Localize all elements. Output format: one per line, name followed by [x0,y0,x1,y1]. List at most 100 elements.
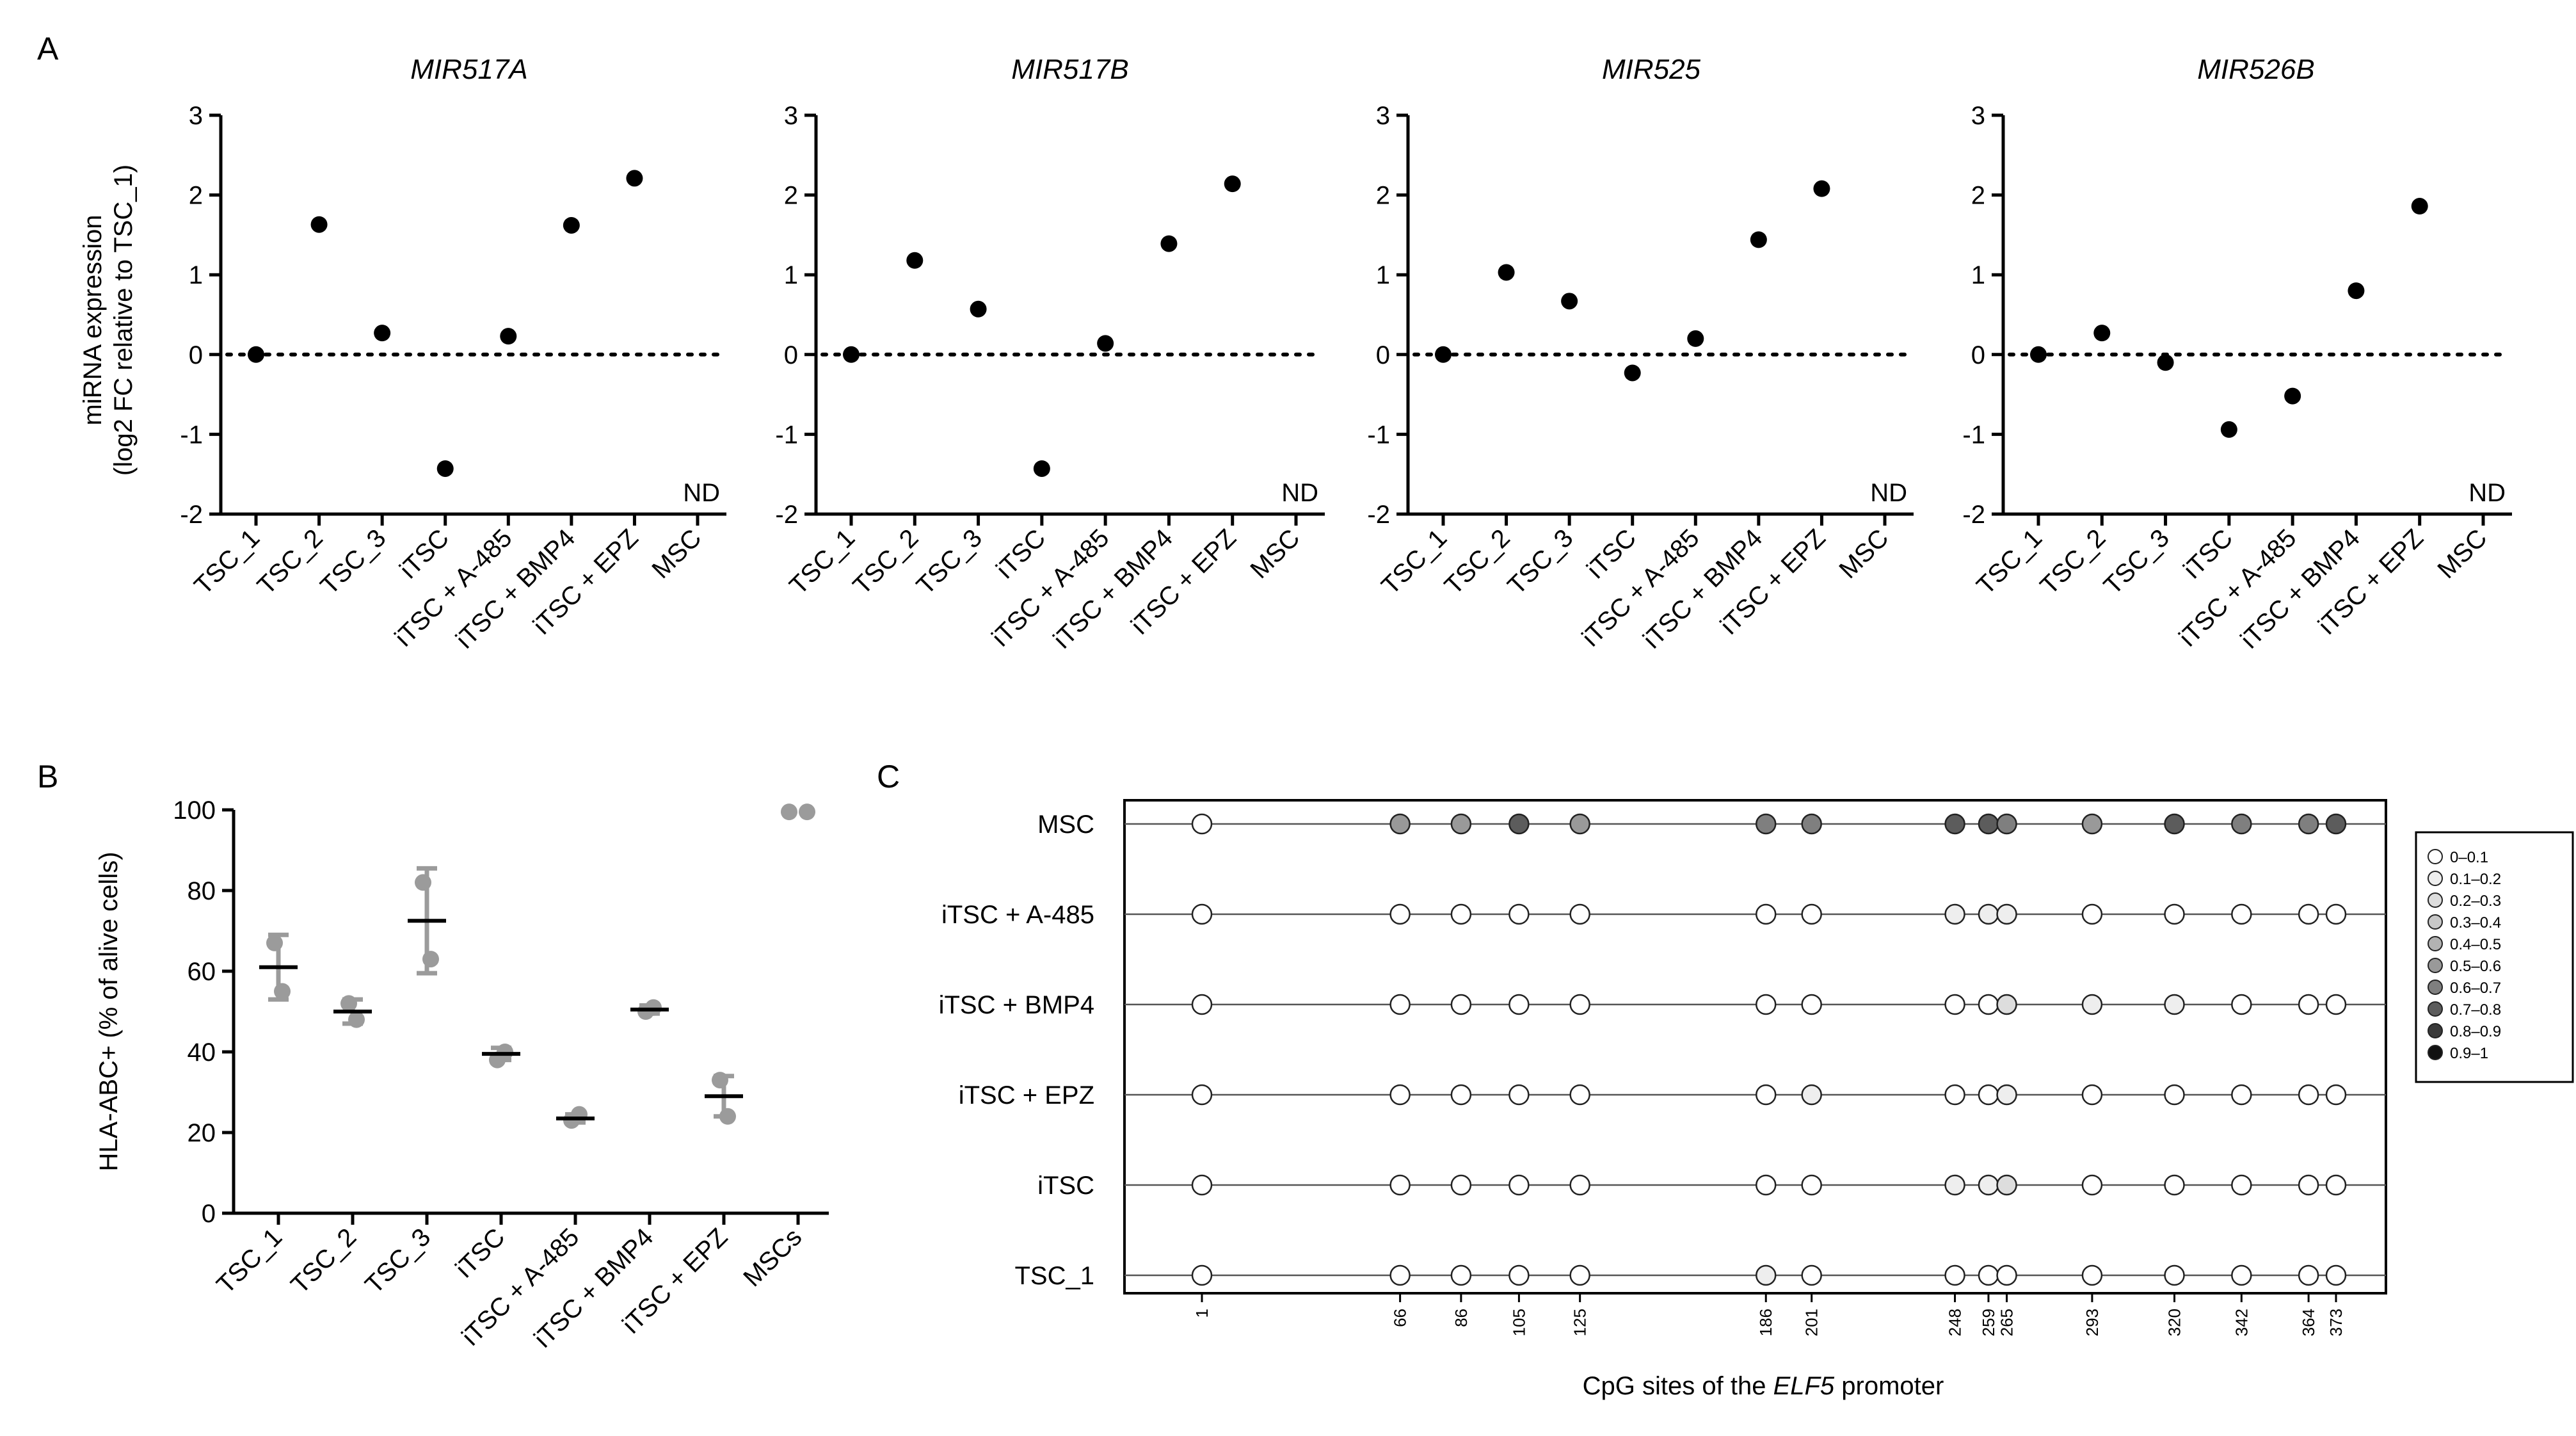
y-tick-label: 20 [188,1119,216,1147]
legend-label: 0.1–0.2 [2450,871,2501,888]
row-label: iTSC + BMP4 [939,991,1094,1019]
cpg-methylation-dot [1801,994,1822,1015]
x-tick-label: iTSC [450,1223,510,1283]
cpg-site-label: 259 [1979,1309,1998,1336]
data-point [843,346,860,363]
legend-swatch [2428,1023,2443,1038]
cpg-methylation-dot [1944,1264,1965,1286]
cpg-methylation-dot [1191,1174,1213,1196]
cpg-methylation-dot [2325,994,2347,1015]
x-tick-label: TSC_2 [252,524,328,600]
y-tick-label: 80 [188,877,216,905]
panel-a-ylabel: miRNA expression (log2 FC relative to TS… [79,165,138,476]
cpg-methylation-dot [1801,1174,1822,1196]
x-tick-label: TSC_3 [360,1223,436,1299]
y-tick-label: 0 [189,341,203,369]
data-point [2348,282,2365,300]
legend-swatch [2428,849,2443,864]
cpg-methylation-dot [2298,1174,2319,1196]
y-tick-label: 60 [188,958,216,986]
legend-label: 0.8–0.9 [2450,1023,2501,1040]
data-point [310,216,328,233]
cpg-methylation-dot [1801,1264,1822,1286]
cpg-methylation-dot [1978,813,1999,835]
cpg-methylation-dot [1978,1174,1999,1196]
cpg-methylation-dot [1569,1084,1590,1106]
y-tick-label: -2 [180,501,203,529]
cpg-methylation-dot [1978,1084,1999,1106]
cpg-methylation-dot [1569,813,1590,835]
y-tick-label: 0 [202,1200,216,1228]
cpg-site-label: 373 [2326,1309,2346,1336]
cpg-methylation-dot [1450,813,1472,835]
y-tick-label: 3 [1376,102,1390,130]
cpg-methylation-dot [1801,903,1822,925]
cpg-site-label: 201 [1802,1309,1821,1336]
cpg-methylation-dot [1801,1084,1822,1106]
data-point [500,328,517,345]
data-point [2157,354,2174,371]
legend-label: 0.6–0.7 [2450,980,2501,997]
row-label: iTSC + A-485 [941,901,1094,929]
data-point [799,803,815,821]
cpg-methylation-dot [1191,813,1213,835]
x-tick-label: MSC [2432,524,2492,584]
cpg-methylation-dot [1389,1264,1411,1286]
x-tick-label: TSC_1 [189,524,265,600]
cpg-methylation-dot [1191,903,1213,925]
y-tick-label: 2 [1971,182,1985,210]
cpg-methylation-dot [1944,1174,1965,1196]
data-point [497,1044,513,1060]
chart-title: MIR526B [2197,54,2314,85]
cpg-site-label: 86 [1452,1309,1471,1327]
y-tick-label: 2 [784,182,798,210]
cpg-methylation-dot [1801,813,1822,835]
data-point [1033,460,1050,477]
cpg-methylation-dot [2298,813,2319,835]
cpg-methylation-dot [1389,1174,1411,1196]
x-tick-label: iTSC [2178,524,2238,584]
legend-swatch [2428,871,2443,886]
cpg-methylation-dot [1996,994,2017,1015]
cpg-site-label: 248 [1946,1309,1965,1336]
cpg-methylation-dot [1450,903,1472,925]
data-point [1750,231,1767,248]
cpg-methylation-dot [1508,1264,1530,1286]
data-point [2030,346,2047,363]
data-point [906,252,924,269]
cpg-methylation-dot [1978,1264,1999,1286]
data-point [266,934,283,951]
cpg-methylation-dot [1569,994,1590,1015]
x-axis-label-gene: ELF5 [1773,1372,1835,1400]
data-point [1224,175,1241,193]
y-tick-label: 1 [1971,261,1985,289]
cpg-site-label: 105 [1509,1309,1528,1336]
chart-title: MIR517A [410,54,527,85]
cpg-methylation-dot [2164,1174,2185,1196]
cpg-methylation-dot [1508,903,1530,925]
cpg-methylation-dot [1978,903,1999,925]
cpg-methylation-dot [2164,994,2185,1015]
data-point [1097,335,1114,352]
cpg-methylation-dot [1191,1084,1213,1106]
y-tick-label: 3 [1971,102,1985,130]
cpg-methylation-dot [1450,1174,1472,1196]
cpg-methylation-dot [1389,994,1411,1015]
cpg-methylation-dot [2231,994,2252,1015]
cpg-methylation-dot [1755,1084,1777,1106]
data-point [348,1011,365,1028]
plot-frame [1123,799,2387,1295]
data-point [1435,346,1452,363]
legend-swatch [2428,958,2443,973]
legend-swatch [2428,1045,2443,1060]
x-tick-label: iTSC [991,524,1051,584]
cpg-methylation-dot [1755,1174,1777,1196]
legend-swatch [2428,914,2443,930]
legend-label: 0.5–0.6 [2450,958,2501,975]
data-point [2220,421,2237,438]
x-tick-label: TSC_2 [285,1223,362,1299]
cpg-methylation-dot [1389,813,1411,835]
cpg-methylation-dot [1508,994,1530,1015]
cpg-methylation-dot [2164,813,2185,835]
cpg-methylation-dot [1191,1264,1213,1286]
